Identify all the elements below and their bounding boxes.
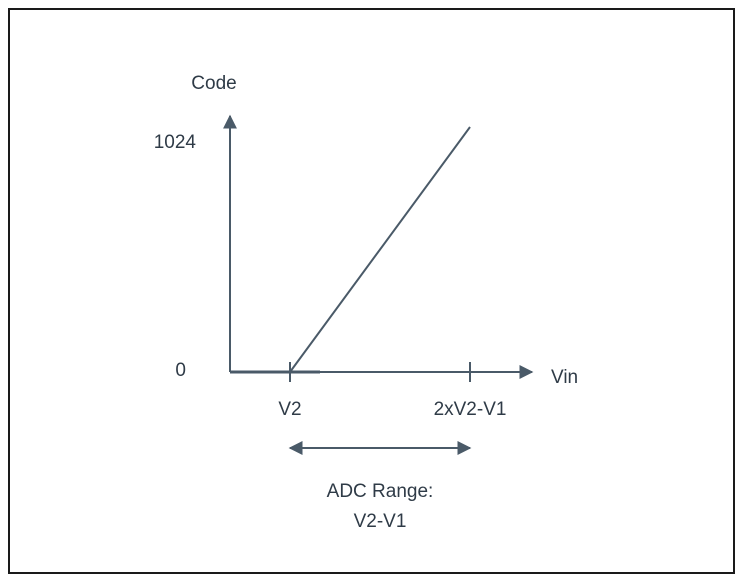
range-label-line2: V2-V1: [354, 511, 407, 532]
transfer-line: [289, 126, 471, 373]
range-label-line1: ADC Range:: [327, 481, 434, 502]
x-axis-label: Vin: [551, 367, 578, 388]
y-axis-label: Code: [191, 73, 236, 94]
y-tick-max-label: 1024: [154, 132, 197, 153]
y-tick-zero-label: 0: [175, 360, 186, 381]
diagram-frame: [8, 8, 735, 574]
x-tick-end-label: 2xV2-V1: [434, 399, 507, 420]
x-tick-v2-label: V2: [278, 399, 301, 420]
